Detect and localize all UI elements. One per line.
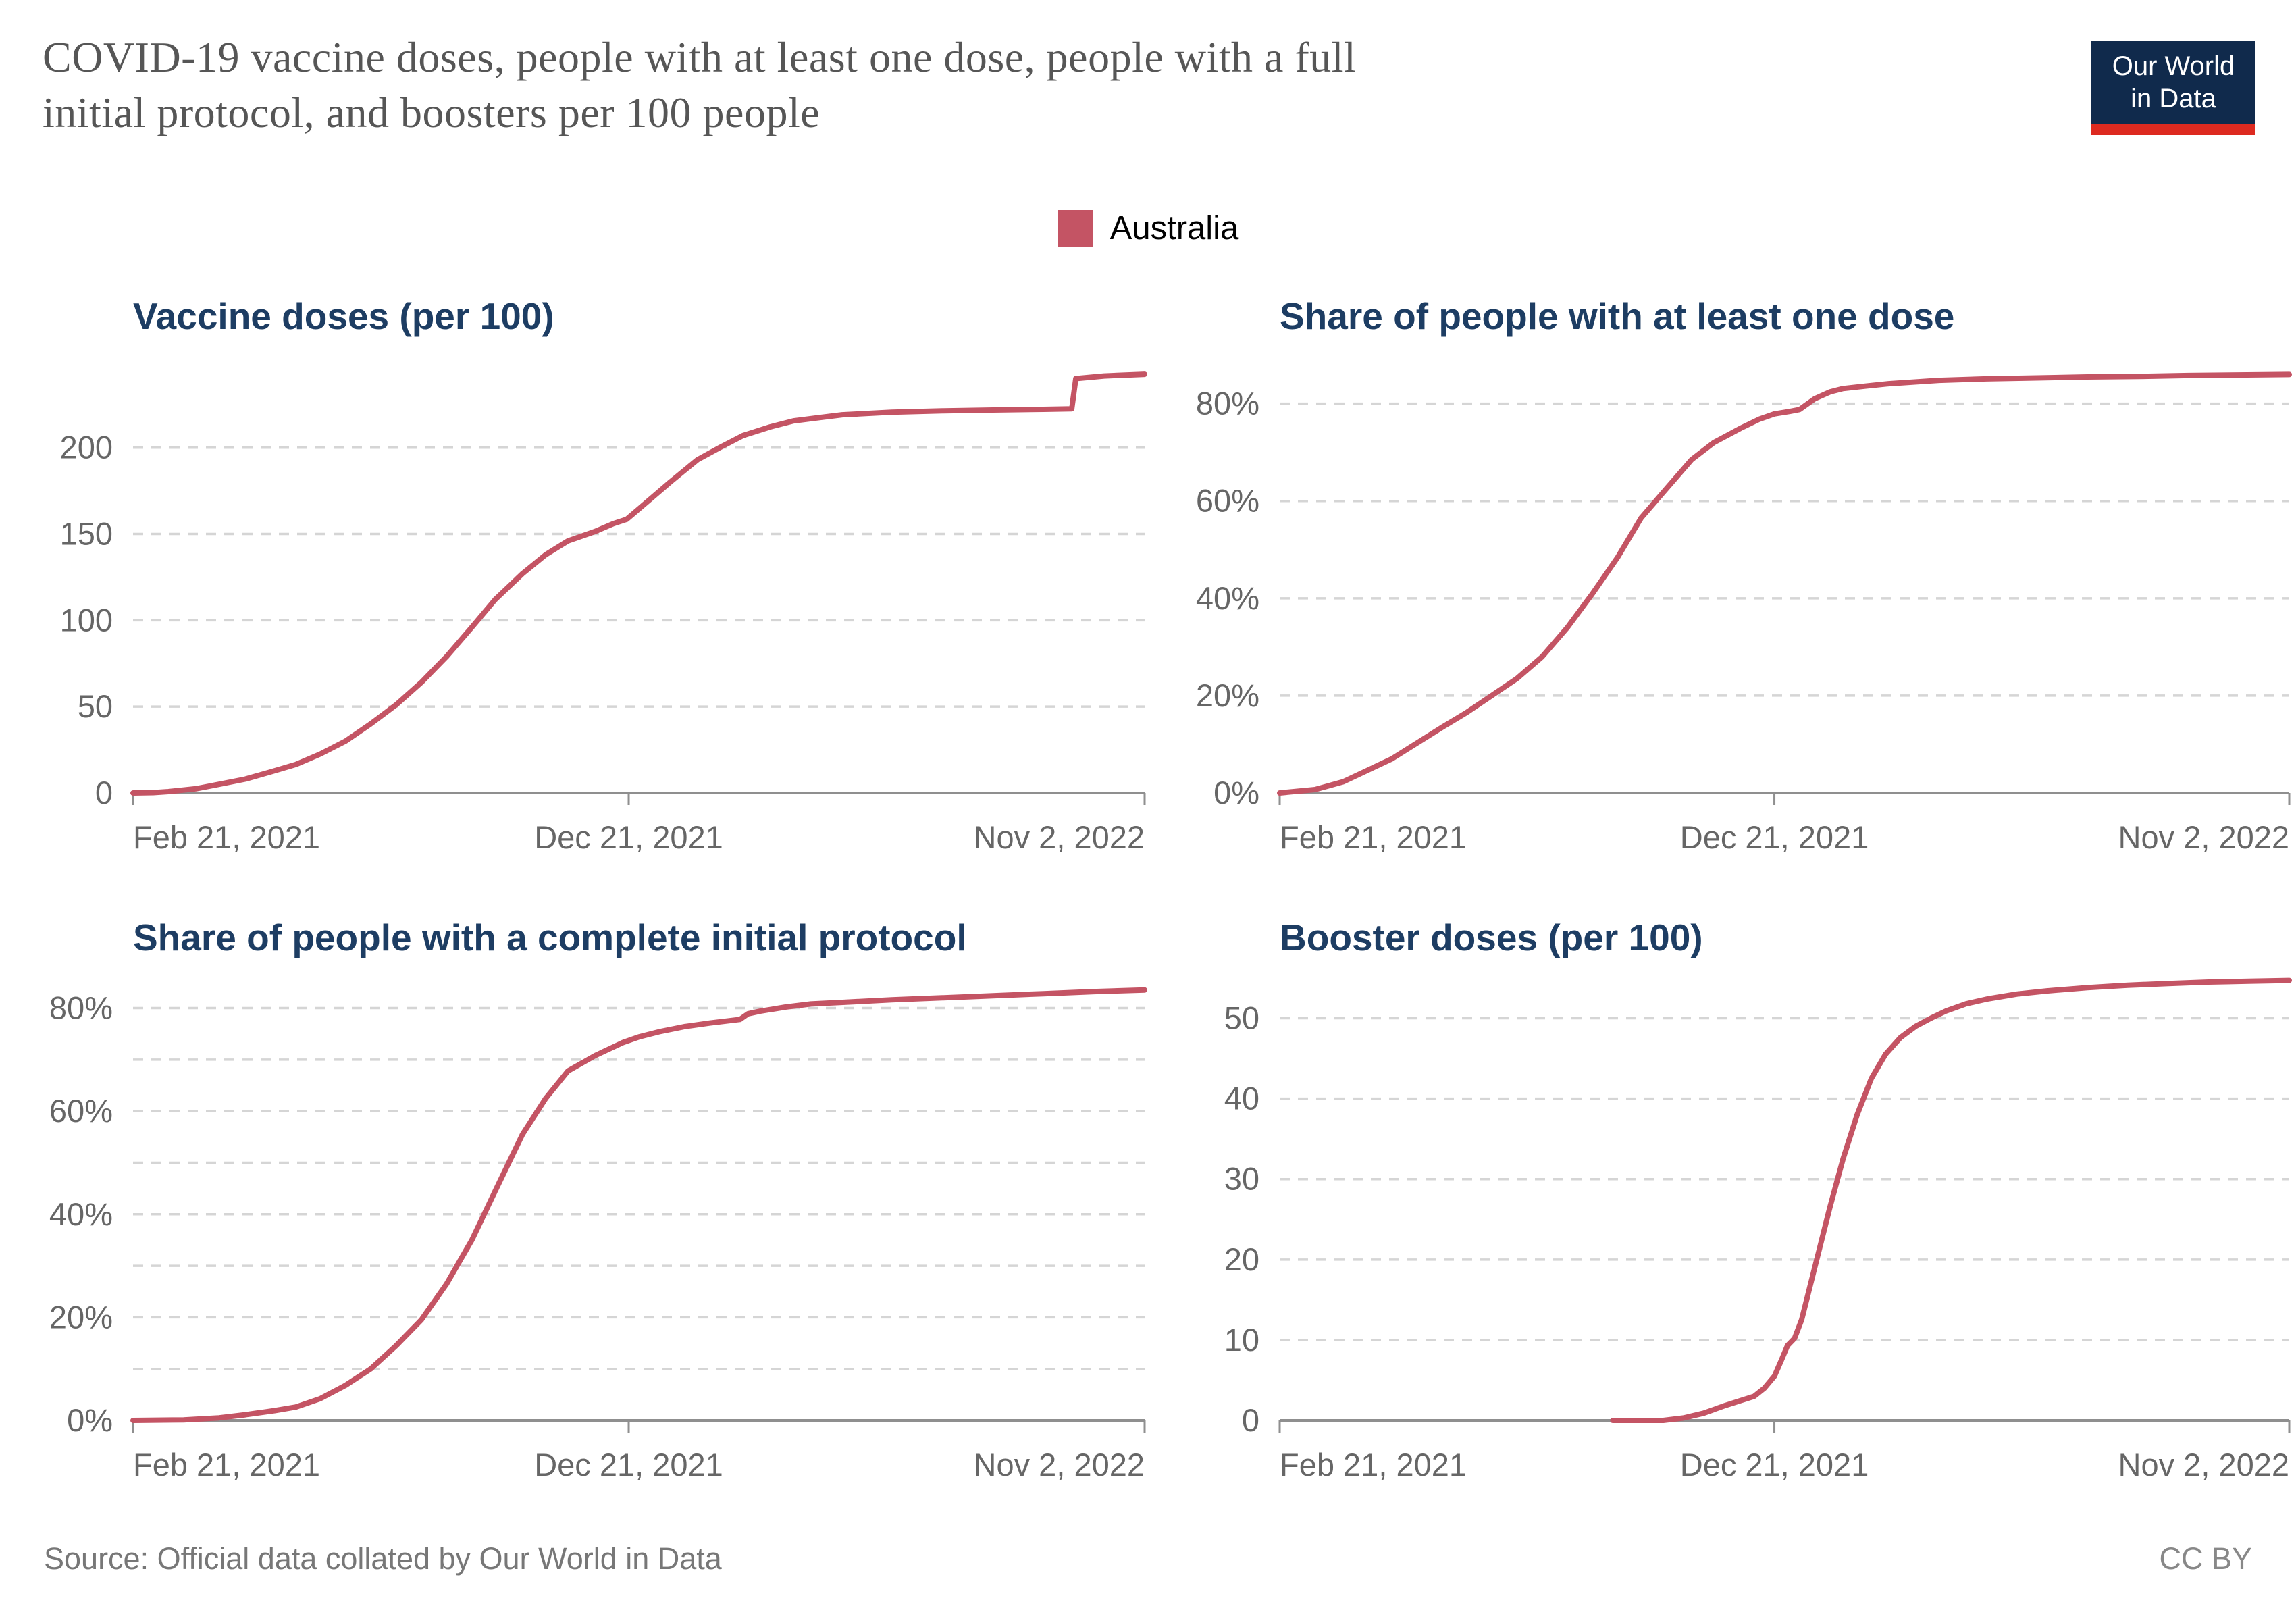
- line-australia: [1610, 977, 2292, 1423]
- y-tick-label: 40: [1224, 1081, 1259, 1116]
- y-tick-label: 0%: [1214, 775, 1259, 810]
- legend-swatch-australia: [1057, 210, 1093, 247]
- legend: Australia: [0, 208, 2296, 249]
- x-tick-label: Nov 2, 2022: [2118, 1447, 2289, 1483]
- y-tick-label: 40%: [1196, 580, 1259, 616]
- x-tick-label: Dec 21, 2021: [1680, 1447, 1869, 1483]
- y-tick-label: 0%: [67, 1402, 113, 1438]
- y-tick-label: 0: [1242, 1402, 1259, 1438]
- chart-title-share-of-people-with-a-complete-initial-protocol: Share of people with a complete initial …: [133, 917, 967, 958]
- chart-title-vaccine-doses-per-100: Vaccine doses (per 100): [133, 295, 554, 337]
- y-tick-label: 20: [1224, 1241, 1259, 1277]
- y-tick-label: 30: [1224, 1161, 1259, 1197]
- y-tick-label: 0: [95, 775, 113, 810]
- y-tick-label: 200: [60, 430, 113, 465]
- y-tick-label: 20%: [49, 1299, 113, 1335]
- line-australia: [130, 371, 1147, 796]
- x-tick-label: Feb 21, 2021: [1280, 1447, 1467, 1483]
- owid-logo: Our World in Data: [2091, 41, 2255, 135]
- x-tick-label: Dec 21, 2021: [534, 1447, 723, 1483]
- x-tick-label: Feb 21, 2021: [133, 1447, 320, 1483]
- x-tick-label: Feb 21, 2021: [133, 819, 320, 855]
- y-tick-label: 100: [60, 602, 113, 638]
- x-tick-label: Feb 21, 2021: [1280, 819, 1467, 855]
- y-tick-label: 80%: [1196, 386, 1259, 421]
- page-title-line-1: COVID-19 vaccine doses, people with at l…: [43, 33, 1357, 81]
- x-tick-label: Dec 21, 2021: [1680, 819, 1869, 855]
- x-tick-label: Dec 21, 2021: [534, 819, 723, 855]
- y-tick-label: 40%: [49, 1196, 113, 1232]
- y-tick-label: 60%: [49, 1093, 113, 1129]
- owid-logo-line-1: Our World: [2112, 51, 2235, 81]
- y-tick-label: 10: [1224, 1322, 1259, 1358]
- owid-logo-line-2: in Data: [2131, 83, 2216, 113]
- footer: Source: Official data collated by Our Wo…: [0, 1541, 2296, 1576]
- chart-vaccine-doses-per-100: Vaccine doses (per 100) 0 50 100 150 200 Feb 2…: [60, 295, 1147, 855]
- x-tick-label: Nov 2, 2022: [2118, 819, 2289, 855]
- legend-label: Australia: [1110, 210, 1239, 247]
- y-tick-label: 20%: [1196, 677, 1259, 713]
- chart-share-of-people-with-a-complete-initial-protocol: Share of people with a complete initial …: [49, 917, 1147, 1483]
- chart-title-share-of-people-with-at-least-one-dose: Share of people with at least one dose: [1280, 295, 1954, 337]
- x-tick-label: Nov 2, 2022: [974, 1447, 1145, 1483]
- y-tick-label: 50: [1224, 1000, 1259, 1036]
- chart-title-booster-doses-per-100: Booster doses (per 100): [1280, 917, 1703, 958]
- y-tick-label: 60%: [1196, 483, 1259, 519]
- page-title-line-2: initial protocol, and boosters per 100 p…: [43, 88, 820, 136]
- page-title: COVID-19 vaccine doses, people with at l…: [43, 30, 1356, 140]
- y-tick-label: 150: [60, 516, 113, 552]
- y-tick-label: 80%: [49, 990, 113, 1026]
- source-note: Source: Official data collated by Our Wo…: [44, 1541, 722, 1576]
- chart-share-of-people-with-at-least-one-dose: Share of people with at least one dose 0%…: [1196, 295, 2292, 855]
- line-australia: [1277, 371, 2292, 796]
- license-label: CC BY: [2159, 1541, 2252, 1576]
- line-australia: [130, 987, 1147, 1423]
- y-tick-label: 50: [78, 688, 113, 724]
- chart-booster-doses-per-100: Booster doses (per 100) 0 10 20 30 40 50 Feb 21…: [1224, 917, 2292, 1483]
- x-tick-label: Nov 2, 2022: [974, 819, 1145, 855]
